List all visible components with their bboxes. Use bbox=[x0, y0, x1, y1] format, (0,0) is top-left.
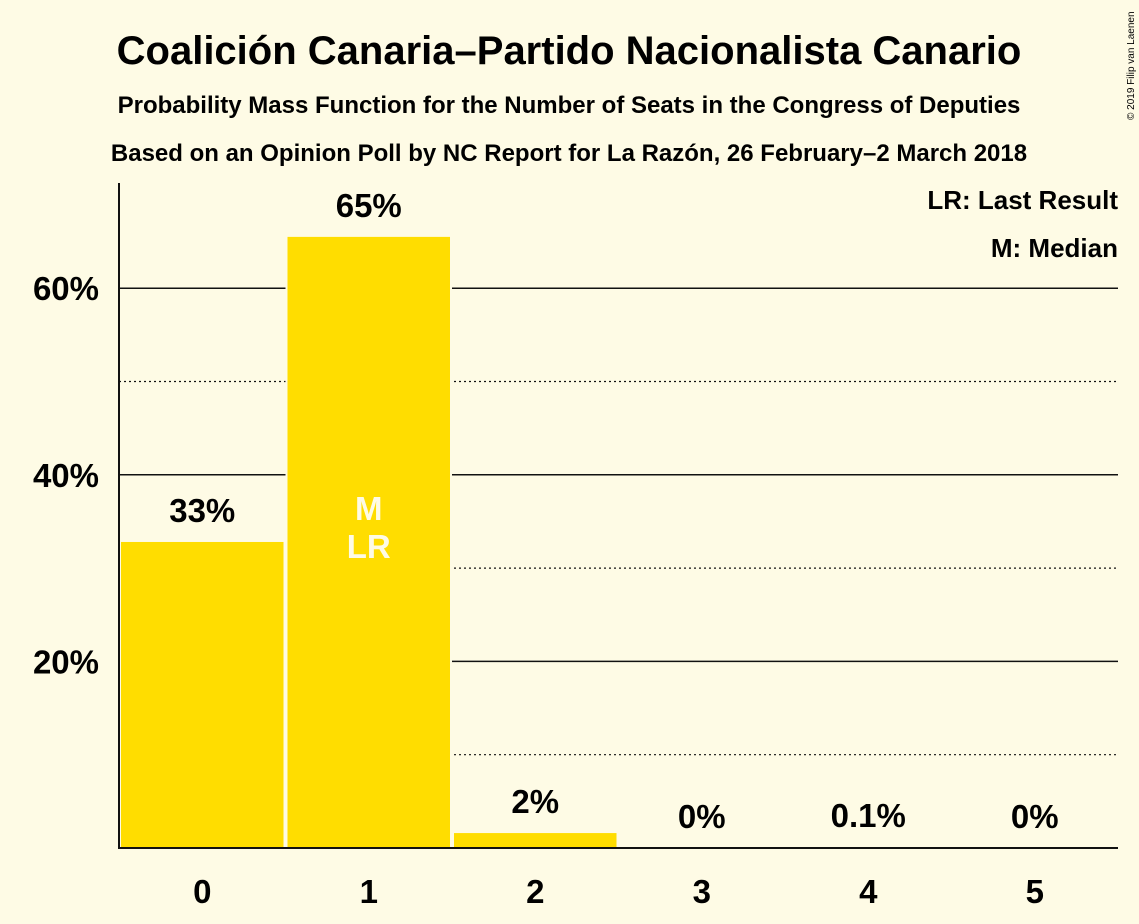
data-label: 0.1% bbox=[831, 797, 906, 834]
legend-last-result: LR: Last Result bbox=[927, 185, 1118, 215]
median-marker: M bbox=[355, 490, 383, 527]
legend-median: M: Median bbox=[991, 233, 1118, 263]
x-tick-label: 5 bbox=[1026, 873, 1044, 910]
bars bbox=[119, 234, 952, 848]
y-tick-labels: 20% 40% 60% bbox=[33, 270, 99, 680]
y-tick-label: 20% bbox=[33, 643, 99, 680]
bar-seats-1 bbox=[287, 236, 450, 848]
data-label: 0% bbox=[678, 798, 726, 835]
data-label: 0% bbox=[1011, 798, 1059, 835]
chart-subtitle: Probability Mass Function for the Number… bbox=[118, 92, 1021, 119]
data-label: 65% bbox=[336, 187, 402, 224]
bar-seats-2 bbox=[454, 833, 617, 848]
chart-subtitle-source: Based on an Opinion Poll by NC Report fo… bbox=[111, 140, 1027, 167]
x-tick-label: 4 bbox=[859, 873, 878, 910]
x-tick-label: 3 bbox=[693, 873, 711, 910]
bar-seats-0 bbox=[121, 541, 284, 848]
x-tick-label: 1 bbox=[360, 873, 378, 910]
y-tick-label: 40% bbox=[33, 457, 99, 494]
y-tick-label: 60% bbox=[33, 270, 99, 307]
x-tick-labels: 0 1 2 3 4 5 bbox=[193, 873, 1044, 910]
data-labels: 33% 65% 2% 0% 0.1% 0% MLR bbox=[169, 187, 1058, 835]
x-tick-label: 2 bbox=[526, 873, 544, 910]
bar-gap bbox=[785, 845, 952, 848]
data-label: 2% bbox=[511, 783, 559, 820]
last-result-marker: LR bbox=[347, 528, 391, 565]
data-label: 33% bbox=[169, 492, 235, 529]
copyright-note: © 2019 Filip van Laenen bbox=[1126, 11, 1137, 120]
x-tick-label: 0 bbox=[193, 873, 211, 910]
chart-title: Coalición Canaria–Partido Nacionalista C… bbox=[117, 29, 1022, 73]
